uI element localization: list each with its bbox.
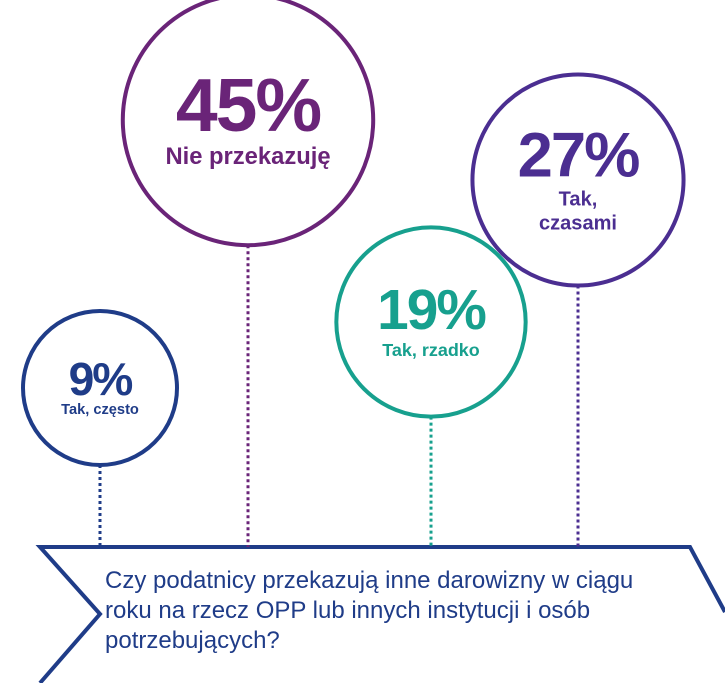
banner xyxy=(35,545,725,683)
value-label: 19% xyxy=(377,278,487,342)
bubble xyxy=(470,72,686,288)
bubble-label: 45% Nie przekazuję xyxy=(148,68,348,172)
value-label: 27% xyxy=(517,120,641,191)
bubble xyxy=(334,225,528,419)
category-label: Tak, czasami xyxy=(538,188,617,235)
bubble xyxy=(120,0,376,248)
bubble-label: 19% Tak, rzadko xyxy=(346,278,516,361)
bubble-label: 27% Tak, czasami xyxy=(517,120,641,235)
category-label: Nie przekazuję xyxy=(165,143,331,171)
category-label: Tak, często xyxy=(61,402,139,419)
value-label: 9% xyxy=(68,353,134,406)
category-label: Tak, rzadko xyxy=(382,339,480,360)
value-label: 45% xyxy=(175,63,322,148)
bubble xyxy=(21,309,179,467)
bubble-label: 9% Tak, często xyxy=(30,356,170,420)
question: Czy podatnicy przekazują inne darowizny … xyxy=(105,567,634,654)
